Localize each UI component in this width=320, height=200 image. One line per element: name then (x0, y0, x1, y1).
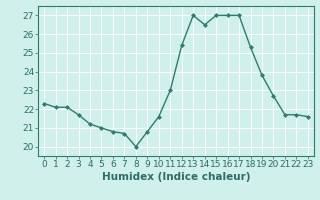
X-axis label: Humidex (Indice chaleur): Humidex (Indice chaleur) (102, 172, 250, 182)
